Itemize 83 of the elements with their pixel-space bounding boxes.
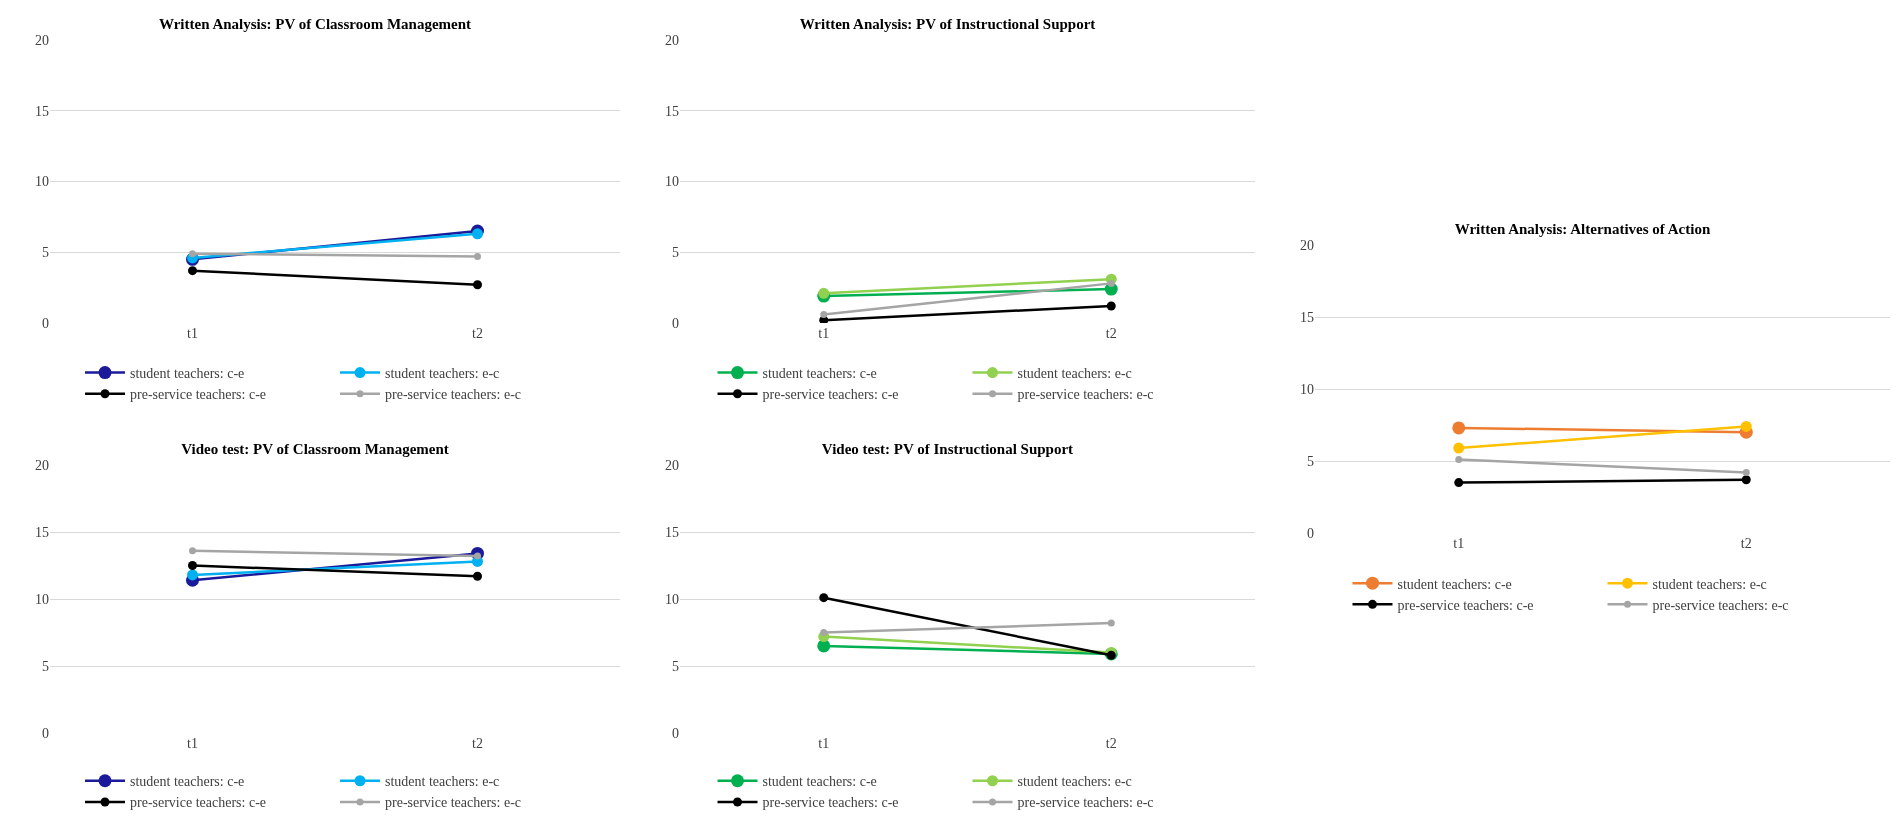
- y-tick-label: 5: [42, 245, 49, 261]
- legend-label: pre-service teachers: e-c: [1652, 597, 1789, 613]
- point: [473, 571, 482, 581]
- point: [189, 547, 196, 555]
- x-tick-label: t1: [187, 326, 198, 341]
- x-tick-label: t2: [472, 326, 483, 341]
- legend-label: pre-service teachers: c-e: [762, 795, 899, 811]
- legend-label: student teachers: c-e: [762, 366, 877, 382]
- point: [1453, 442, 1465, 454]
- y-tick-label: 15: [665, 524, 679, 540]
- y-tick-label: 10: [665, 591, 679, 607]
- chart-title: Video test: PV of Instructional Support: [821, 440, 1074, 457]
- x-tick-label: t1: [1453, 536, 1465, 551]
- legend-label: pre-service teachers: e-c: [1017, 387, 1154, 403]
- point: [1741, 475, 1751, 485]
- point: [1455, 456, 1463, 464]
- y-tick-label: 15: [665, 103, 679, 119]
- point: [1454, 478, 1464, 488]
- point: [1107, 279, 1115, 287]
- point: [818, 287, 830, 299]
- x-tick-label: t2: [1740, 536, 1752, 551]
- y-tick-label: 0: [672, 725, 679, 741]
- x-tick-label: t1: [818, 736, 830, 751]
- y-tick-label: 15: [1300, 309, 1314, 325]
- legend-label: pre-service teachers: c-e: [762, 387, 899, 403]
- chart-title: Written Analysis: PV of Classroom Management: [158, 15, 472, 32]
- chart-title: Written Analysis: PV of Instructional Support: [799, 15, 1096, 32]
- y-tick-label: 5: [672, 658, 679, 674]
- point: [1106, 301, 1116, 311]
- point: [473, 280, 482, 290]
- y-tick-label: 5: [42, 658, 49, 674]
- point: [1107, 619, 1115, 627]
- point: [189, 250, 196, 258]
- point: [188, 561, 197, 570]
- legend-label: student teachers: c-e: [1397, 576, 1512, 592]
- point: [819, 593, 829, 603]
- legend-label: student teachers: e-c: [1652, 576, 1767, 592]
- chart-title: Video test: PV of Classroom Management: [181, 440, 449, 457]
- legend-label: pre-service teachers: c-e: [130, 795, 267, 811]
- y-tick-label: 20: [35, 457, 49, 473]
- y-tick-label: 5: [1307, 453, 1314, 469]
- legend-label: student teachers: c-e: [130, 366, 245, 382]
- x-tick-label: t1: [818, 326, 830, 341]
- y-tick-label: 10: [665, 174, 679, 190]
- x-tick-label: t2: [1105, 736, 1117, 751]
- y-tick-label: 0: [672, 315, 679, 331]
- legend-label: student teachers: c-e: [130, 774, 245, 790]
- y-tick-label: 0: [42, 725, 49, 741]
- legend-label: student teachers: c-e: [762, 774, 877, 790]
- legend-label: pre-service teachers: e-c: [385, 795, 522, 811]
- legend-label: student teachers: e-c: [385, 774, 500, 790]
- point: [1452, 421, 1466, 435]
- point: [820, 629, 828, 636]
- legend-label: student teachers: e-c: [385, 366, 500, 382]
- point: [1740, 420, 1752, 432]
- legend-label: pre-service teachers: e-c: [385, 387, 522, 403]
- point: [820, 311, 828, 319]
- y-tick-label: 20: [35, 32, 49, 48]
- point: [187, 569, 198, 581]
- y-tick-label: 10: [35, 591, 49, 607]
- chart-title: Written Analysis: Alternatives of Action: [1454, 220, 1711, 237]
- point: [188, 266, 197, 276]
- y-tick-label: 5: [672, 245, 679, 261]
- point: [474, 253, 481, 260]
- y-tick-label: 15: [35, 524, 49, 540]
- point: [1742, 469, 1750, 477]
- x-tick-label: t2: [1105, 326, 1117, 341]
- y-tick-label: 20: [665, 32, 679, 48]
- x-tick-label: t2: [472, 736, 483, 751]
- y-tick-label: 10: [35, 174, 49, 190]
- y-tick-label: 0: [1307, 525, 1314, 541]
- point: [472, 228, 483, 240]
- legend-label: student teachers: e-c: [1017, 366, 1132, 382]
- y-tick-label: 15: [35, 103, 49, 119]
- legend-label: pre-service teachers: e-c: [1017, 795, 1154, 811]
- y-tick-label: 20: [665, 457, 679, 473]
- x-tick-label: t1: [187, 736, 198, 751]
- y-tick-label: 20: [1300, 237, 1314, 253]
- legend-label: student teachers: e-c: [1017, 774, 1132, 790]
- y-tick-label: 10: [1300, 381, 1314, 397]
- y-tick-label: 0: [42, 315, 49, 331]
- legend-label: pre-service teachers: c-e: [130, 387, 267, 403]
- legend-label: pre-service teachers: c-e: [1397, 597, 1534, 613]
